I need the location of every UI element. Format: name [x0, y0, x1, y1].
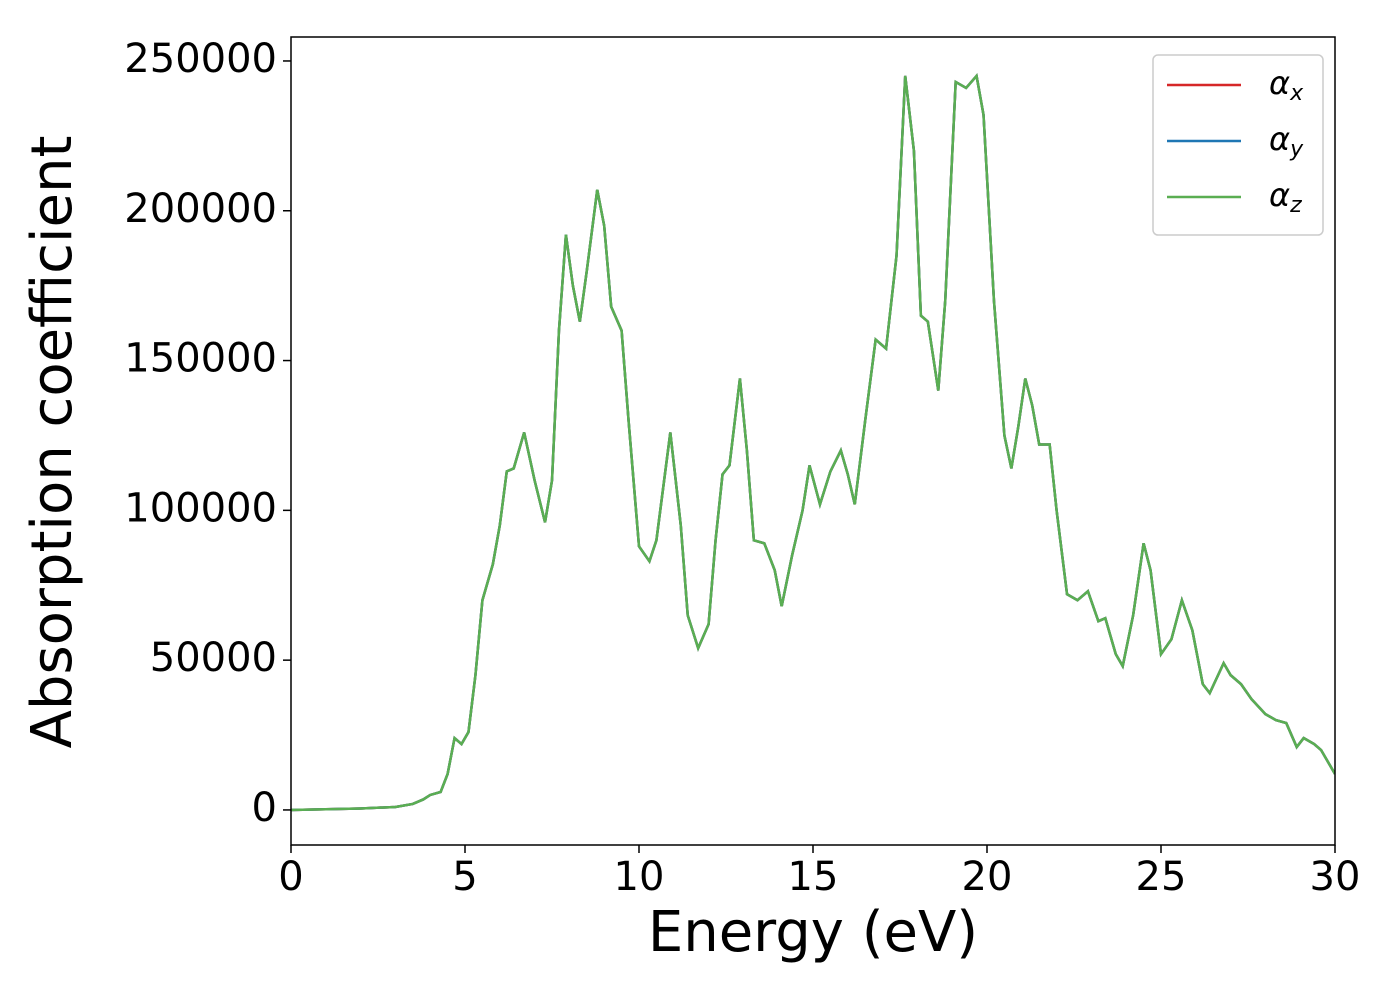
x-tick-label: 5 [452, 854, 477, 900]
legend-label: αx [1269, 64, 1304, 106]
legend-box [1152, 54, 1324, 236]
plot-lines [291, 73, 1335, 812]
y-tick-label: 150000 [124, 336, 277, 382]
plot-frame [290, 36, 1336, 846]
y-axis-label: Absorption coefficient [20, 136, 85, 749]
x-tick-label: 10 [614, 854, 665, 900]
x-tick-label: 25 [1136, 854, 1187, 900]
y-tick-label: 250000 [124, 36, 277, 82]
x-tick-label: 20 [962, 854, 1013, 900]
y-tick-label: 200000 [124, 186, 277, 232]
legend-label: αz [1269, 176, 1302, 218]
data-line [291, 73, 1335, 812]
x-tick-label: 0 [278, 854, 303, 900]
y-tick-label: 50000 [150, 635, 277, 681]
y-tick-label: 100000 [124, 485, 277, 531]
x-tick-label: 30 [1310, 854, 1361, 900]
y-tick-label: 0 [252, 785, 277, 831]
x-tick-label: 15 [788, 854, 839, 900]
legend-label: αy [1269, 120, 1304, 162]
x-axis-label: Energy (eV) [648, 900, 978, 965]
